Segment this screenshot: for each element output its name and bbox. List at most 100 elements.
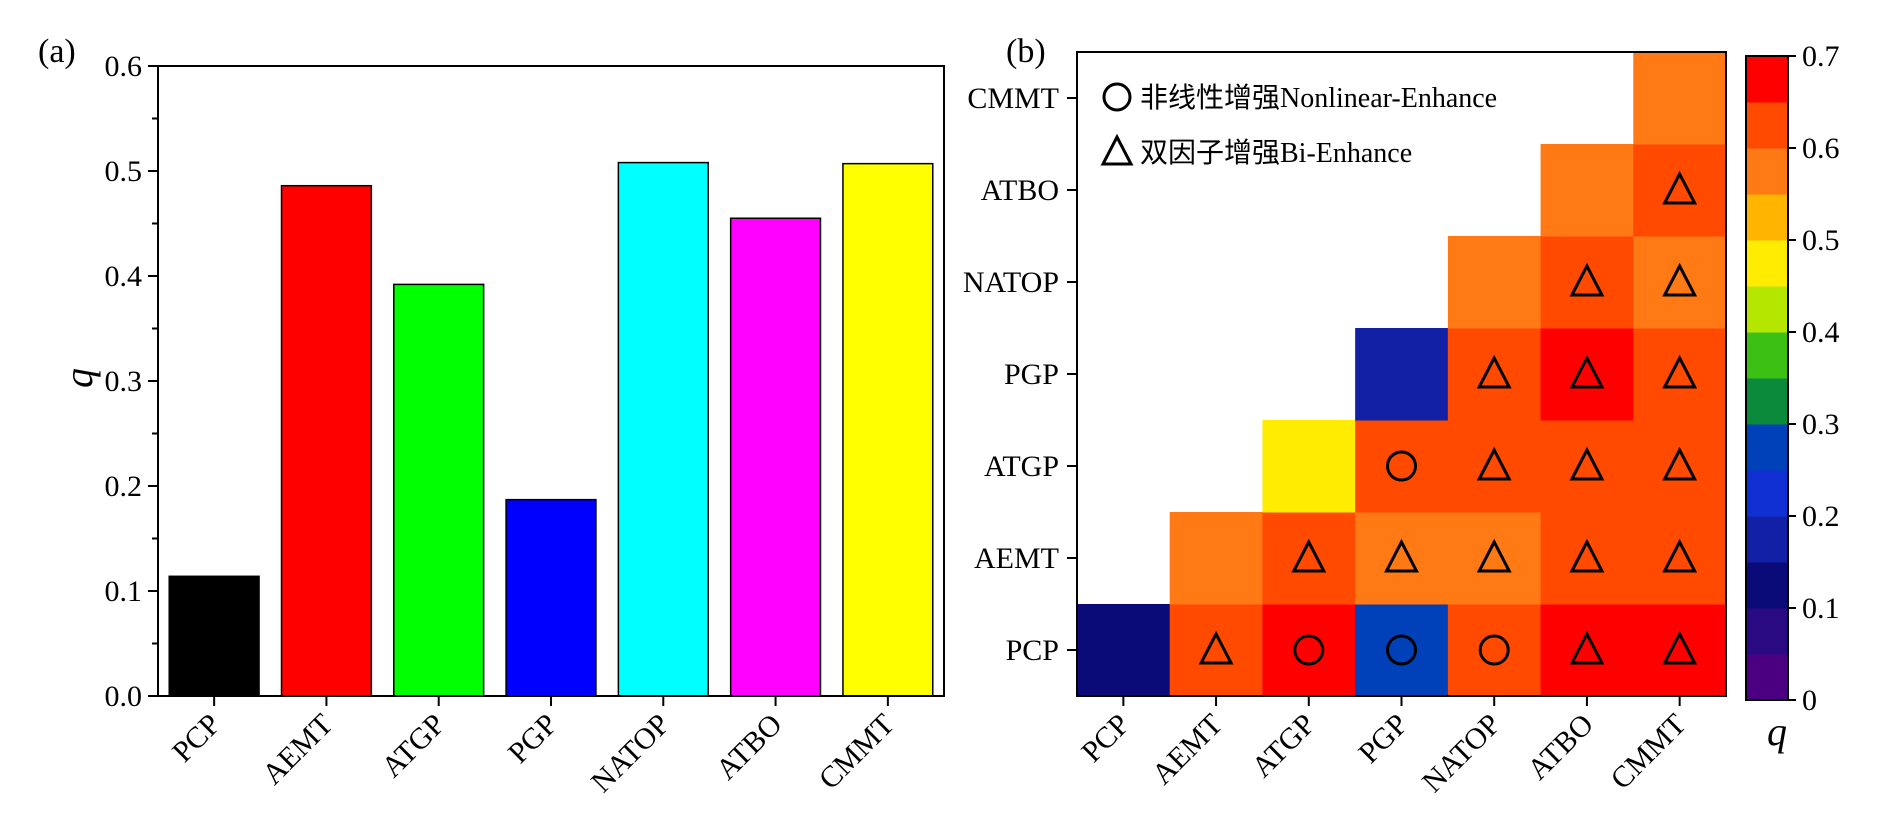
- colorbar-tick-label: 0.3: [1802, 408, 1840, 441]
- colorbar-tick-label: 0.1: [1802, 592, 1840, 625]
- heatmap-cell: [1633, 144, 1727, 237]
- triangle-marker: [1662, 630, 1698, 665]
- heatmap-cell: [1540, 604, 1634, 697]
- heatmap-cell: [1447, 604, 1542, 697]
- heatmap-cell: [1355, 328, 1449, 421]
- heatmap-x-axis: PCP AEMT ATGP PGP NATOP ATBO CMMT: [1075, 696, 1693, 799]
- colorbar-segment: [1746, 424, 1788, 471]
- triangle-marker: [1476, 538, 1512, 573]
- circle-marker: [1478, 634, 1510, 666]
- colorbar-segment: [1746, 148, 1788, 195]
- colorbar-tick-label: 0.2: [1802, 500, 1840, 533]
- bar: [393, 283, 485, 697]
- x-tick-label: ATBO: [710, 708, 789, 787]
- triangle-marker: [1384, 538, 1419, 573]
- y-tick-label: 0.3: [105, 365, 143, 398]
- heatmap-cell: [1540, 144, 1634, 237]
- colorbar-segment: [1746, 470, 1788, 517]
- y-tick-label: ATGP: [984, 450, 1059, 483]
- x-tick-label: PGP: [1352, 708, 1414, 770]
- circle-marker: [1293, 634, 1325, 666]
- heatmap-cell: [1077, 604, 1171, 697]
- legend-label: 非线性增强Nonlinear-Enhance: [1140, 82, 1497, 114]
- x-tick-label: NATOP: [1416, 708, 1507, 799]
- bar: [505, 498, 597, 697]
- triangle-marker: [1291, 538, 1327, 573]
- colorbar-segment: [1746, 332, 1788, 379]
- x-axis: PCP AEMT ATGP PGP NATOP ATBO CMMT: [166, 696, 901, 799]
- heatmap-cell: [1633, 512, 1727, 605]
- legend-triangle-marker: [1100, 133, 1134, 166]
- y-axis: 0.0 0.1 0.2 0.3 0.4 0.5 0.6: [105, 50, 158, 713]
- bar: [842, 162, 934, 697]
- x-tick-label: PGP: [502, 708, 564, 770]
- colorbar-label: q: [1767, 709, 1787, 754]
- triangle-marker: [1569, 538, 1605, 573]
- y-tick-label: 0.6: [105, 50, 143, 83]
- colorbar-segment: [1746, 102, 1788, 149]
- y-tick-label: ATBO: [981, 174, 1059, 207]
- legend-label: 双因子增强Bi-Enhance: [1140, 137, 1412, 169]
- bar-series: [168, 161, 934, 697]
- triangle-marker: [1569, 630, 1605, 665]
- colorbar-segment: [1746, 608, 1788, 655]
- heatmap-cell: [1633, 236, 1727, 329]
- x-tick-label: AEMT: [256, 708, 339, 791]
- heatmap-cell: [1447, 420, 1542, 513]
- circle-marker: [1386, 450, 1417, 482]
- heatmap-cell: [1633, 420, 1727, 513]
- triangle-marker: [1569, 262, 1605, 297]
- colorbar-segment: [1746, 562, 1788, 609]
- colorbar-segment: [1746, 194, 1788, 241]
- heatmap-cell: [1540, 236, 1634, 329]
- heatmap-cells: [1077, 52, 1727, 697]
- x-tick-label: CMMT: [1604, 708, 1692, 796]
- heatmap-cell: [1355, 604, 1449, 697]
- heatmap-cell: [1447, 328, 1542, 421]
- y-tick-label: 0.5: [105, 155, 143, 188]
- colorbar-tick-label: 0: [1802, 684, 1817, 717]
- colorbar-frame: [1745, 55, 1789, 701]
- y-tick-label: NATOP: [963, 266, 1059, 299]
- colorbar-segment: [1746, 56, 1788, 103]
- heatmap-cell: [1447, 236, 1542, 329]
- colorbar-segment: [1746, 516, 1788, 563]
- y-tick-label: AEMT: [974, 542, 1059, 575]
- bar: [168, 575, 260, 697]
- colorbar-tick-label: 0.4: [1802, 316, 1840, 349]
- triangle-marker: [1198, 630, 1234, 665]
- heatmap-cell: [1633, 328, 1727, 421]
- bar: [617, 161, 709, 697]
- triangle-marker: [1476, 354, 1512, 389]
- heatmap-cell: [1169, 512, 1263, 605]
- y-tick-label: PCP: [1006, 634, 1059, 667]
- circle-marker: [1386, 634, 1417, 666]
- colorbar: 0 0.1 0.2 0.3 0.4 0.5 0.6 0.7 q: [1745, 40, 1840, 754]
- colorbar-segment: [1746, 654, 1788, 701]
- y-axis-label: q: [56, 368, 101, 388]
- colorbar-segment: [1746, 378, 1788, 425]
- colorbar-segment: [1746, 240, 1788, 287]
- heatmap-markers: [1198, 170, 1698, 666]
- y-tick-label: 0.0: [105, 680, 143, 713]
- x-tick-label: CMMT: [813, 708, 901, 796]
- y-tick-label: 0.1: [105, 575, 143, 608]
- heatmap-y-axis: PCP AEMT ATGP PGP NATOP ATBO CMMT: [963, 82, 1077, 667]
- heatmap-cell: [1355, 512, 1449, 605]
- triangle-marker: [1476, 446, 1512, 481]
- legend: 非线性增强Nonlinear-Enhance 双因子增强Bi-Enhance: [1100, 82, 1497, 169]
- triangle-marker: [1569, 354, 1605, 389]
- legend-circle-marker: [1102, 82, 1132, 112]
- heatmap-cell: [1169, 604, 1263, 697]
- heatmap-cell: [1540, 328, 1634, 421]
- triangle-marker: [1662, 354, 1698, 389]
- triangle-marker: [1662, 446, 1698, 481]
- heatmap-cell: [1262, 420, 1356, 513]
- heatmap-cell: [1540, 420, 1634, 513]
- panel-label-a: (a): [38, 33, 76, 70]
- y-tick-label: 0.4: [105, 260, 143, 293]
- bar-chart-panel: (a) 0.0 0.1 0.2 0.3 0.4 0.5 0.6 PCP AEMT ATGP PGP…: [38, 33, 945, 799]
- colorbar-segment: [1746, 286, 1788, 333]
- heatmap-cell: [1447, 512, 1542, 605]
